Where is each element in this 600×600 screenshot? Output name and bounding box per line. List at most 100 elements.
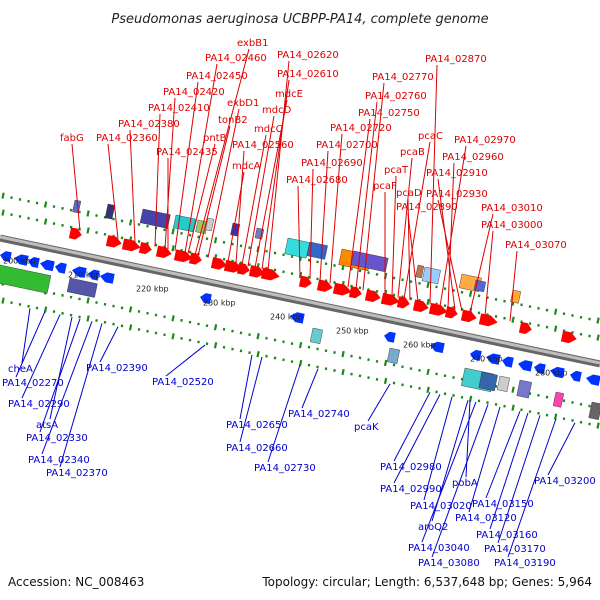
leader-line xyxy=(235,150,245,264)
gene-label: aroQ2 xyxy=(418,522,448,533)
gene-label: PA14_02970 xyxy=(454,135,516,146)
scale-tick-outer-bottom xyxy=(477,399,481,403)
scale-tick-outer-top xyxy=(545,308,549,312)
scale-tick-outer-bottom xyxy=(112,322,115,326)
scale-tick-outer-bottom xyxy=(78,315,81,319)
kbp-label: 240 kbp xyxy=(270,313,303,322)
forward-gene-arrow xyxy=(348,286,362,299)
scale-tick-outer-bottom xyxy=(486,401,489,405)
scale-tick-outer-bottom xyxy=(128,324,133,331)
scale-tick-outer-top xyxy=(61,206,64,210)
scale-tick-outer-top xyxy=(222,240,226,244)
scale-tick-outer-top xyxy=(248,246,251,250)
feature-block xyxy=(66,277,98,298)
kbp-label: 200 kbp xyxy=(3,257,36,266)
scale-tick-inner-top xyxy=(553,325,558,332)
gene-label: PA14_02690 xyxy=(301,158,363,169)
gene-label: pcaB xyxy=(400,147,425,158)
gene-label: pntB xyxy=(203,133,227,144)
scale-tick-inner-top xyxy=(528,322,532,326)
scale-tick-outer-bottom xyxy=(511,404,515,411)
scale-tick-inner-bottom xyxy=(307,345,311,349)
scale-tick-inner-bottom xyxy=(231,329,234,333)
scale-tick-outer-bottom xyxy=(103,320,107,324)
kbp-label: 250 kbp xyxy=(336,327,369,336)
scale-tick-inner-bottom xyxy=(316,347,319,351)
leader-line xyxy=(362,82,385,291)
gene-label: exbB1 xyxy=(237,38,268,49)
scale-tick-inner-bottom xyxy=(375,359,379,363)
scale-tick-outer-top xyxy=(137,223,141,226)
gene-label: PA14_02290 xyxy=(8,399,70,410)
scale-tick-outer-bottom xyxy=(188,338,192,342)
scale-tick-inner-bottom xyxy=(562,399,566,403)
leader-line xyxy=(39,318,81,433)
scale-tick-inner-bottom xyxy=(571,401,574,404)
scale-tick-outer-top xyxy=(477,294,481,298)
scale-tick-inner-top xyxy=(579,332,583,336)
scale-tick-inner-bottom xyxy=(426,368,430,376)
scale-tick-inner-top xyxy=(205,254,209,258)
scale-tick-inner-top xyxy=(273,268,277,272)
scale-tick-outer-bottom xyxy=(401,383,404,387)
feature-block xyxy=(516,379,532,399)
leader-line xyxy=(429,64,438,305)
scale-tick-inner-top xyxy=(103,232,107,236)
gene-label: PA14_02760 xyxy=(365,91,427,102)
scale-tick-outer-bottom xyxy=(290,360,294,364)
reverse-gene-arrow xyxy=(100,272,115,284)
scale-tick-inner-bottom xyxy=(128,306,133,313)
kbp-label: 230 kbp xyxy=(203,299,236,308)
leader-line xyxy=(403,141,431,299)
leader-line xyxy=(423,396,453,501)
reverse-gene-arrow xyxy=(28,257,40,269)
gene-label: pobA xyxy=(452,478,478,489)
leader-line xyxy=(129,129,136,243)
forward-gene-arrow xyxy=(560,330,577,344)
scale-tick-outer-top xyxy=(188,233,192,237)
gene-label: PA14_03000 xyxy=(481,220,543,231)
forward-gene-arrow xyxy=(138,242,152,255)
gene-label: PA14_02270 xyxy=(2,378,64,389)
scale-tick-outer-top xyxy=(180,231,183,235)
reverse-gene-arrow xyxy=(72,266,87,278)
scale-tick-inner-bottom xyxy=(452,376,455,379)
scale-tick-outer-bottom xyxy=(18,303,22,306)
scale-tick-outer-bottom xyxy=(350,372,353,376)
gene-label: PA14_03200 xyxy=(534,476,596,487)
scale-tick-outer-top xyxy=(392,276,396,280)
scale-tick-outer-top xyxy=(146,224,149,228)
forward-gene-arrow xyxy=(188,252,202,265)
leader-line xyxy=(241,134,267,265)
scale-tick-inner-top xyxy=(503,316,506,320)
scale-tick-outer-bottom xyxy=(520,408,523,412)
scale-tick-inner-top xyxy=(27,216,30,220)
gene-label: PA14_03170 xyxy=(484,544,546,555)
reverse-gene-arrow xyxy=(486,353,501,365)
forward-gene-arrow xyxy=(260,267,280,281)
scale-tick-inner-top xyxy=(188,250,192,254)
forward-gene-arrow xyxy=(380,292,400,306)
feature-block xyxy=(173,214,196,233)
forward-gene-arrow xyxy=(105,235,122,248)
gene-label: PA14_02450 xyxy=(186,71,248,82)
scale-tick-outer-bottom xyxy=(443,392,447,396)
forward-gene-arrow xyxy=(173,249,193,263)
reverse-gene-arrow xyxy=(586,374,600,386)
scale-tick-inner-bottom xyxy=(256,333,260,340)
scale-tick-outer-top xyxy=(316,260,319,264)
gene-label: PA14_02340 xyxy=(28,455,90,466)
leader-line xyxy=(184,63,218,253)
scale-tick-outer-bottom xyxy=(426,386,430,394)
reverse-gene-arrow xyxy=(570,370,582,382)
gene-label: PA14_02890 xyxy=(396,202,458,213)
scale-tick-inner-bottom xyxy=(588,404,591,408)
leader-line xyxy=(547,422,576,476)
scale-tick-outer-top xyxy=(571,314,574,317)
gene-label: atsA xyxy=(36,420,58,431)
forward-gene-arrow xyxy=(444,306,458,319)
scale-tick-outer-bottom xyxy=(171,333,175,340)
gene-label: PA14_02680 xyxy=(286,175,348,186)
scale-tick-outer-top xyxy=(383,272,388,280)
scale-tick-outer-top xyxy=(324,262,328,266)
